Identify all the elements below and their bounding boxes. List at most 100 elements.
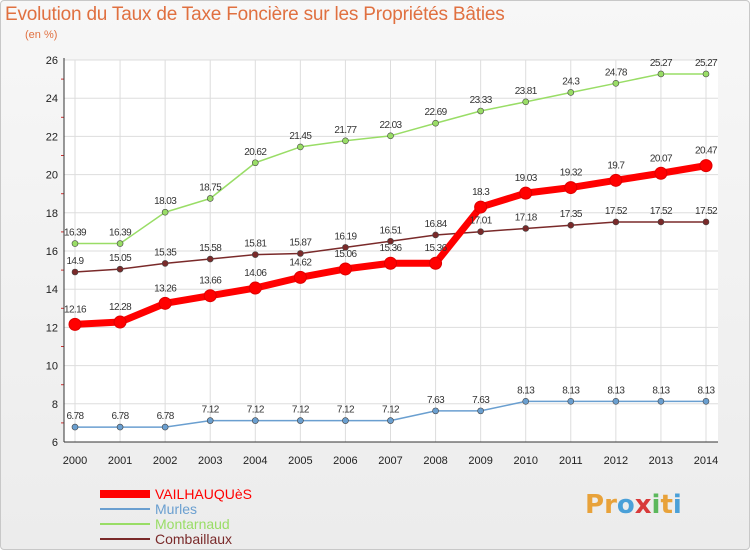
data-point [338,262,352,276]
data-point [474,200,488,214]
data-label: 16.84 [425,219,448,230]
data-point [702,218,710,226]
data-point [293,270,307,284]
data-point [384,256,397,270]
data-point [158,296,172,310]
data-point [71,423,79,431]
axes: 6 8 10 12 14 16 18 20 22 24 26 2000 2001 2002 2003 2004… [46,55,718,467]
logo-letter: x [634,490,652,520]
data-point [567,89,575,96]
data-point [251,251,259,258]
x-tick-label: 2000 [63,455,87,467]
logo-letter: i [651,490,661,520]
data-point [68,317,82,331]
data-label: 8.13 [607,385,625,396]
data-label: 20.07 [650,153,673,164]
data-point [71,268,79,276]
x-tick-label: 2006 [333,455,357,467]
x-tick-label: 2008 [423,455,447,467]
data-point [297,417,304,424]
data-point [71,240,79,247]
data-label: 19.7 [607,160,625,171]
data-label: 15.58 [199,243,222,254]
data-label: 18.03 [154,196,177,207]
data-label: 24.3 [562,76,580,87]
data-point [699,159,713,173]
data-label: 7.63 [427,395,445,406]
data-label: 15.36 [425,243,448,254]
data-point [522,225,530,232]
data-label: 17.52 [605,206,628,217]
legend-label: Montarnaud [155,516,230,532]
data-point [702,70,710,78]
y-tick-label: 20 [46,170,58,182]
data-label: 22.03 [379,120,402,131]
data-point [654,166,668,180]
data-label: 18.75 [199,182,222,193]
data-label: 17.01 [470,216,493,227]
data-point [206,255,214,263]
data-label: 6.78 [157,411,175,422]
data-point [657,218,665,226]
data-point [612,218,620,226]
x-tick-label: 2010 [513,455,537,467]
x-tick-label: 2002 [153,455,177,467]
x-tick-label: 2007 [378,455,402,467]
y-tick-label: 26 [46,55,58,67]
data-label: 14.9 [66,256,84,267]
y-tick-label: 24 [46,93,58,105]
x-tick-label: 2011 [559,455,583,467]
x-tick-label: 2013 [649,455,673,467]
x-tick-label: 2003 [198,455,222,467]
y-tick-label: 14 [46,284,58,296]
data-point [519,186,533,200]
data-point [342,137,349,145]
x-tick-label: 2014 [694,455,718,467]
data-label: 16.51 [379,225,402,236]
data-label: 22.69 [425,107,448,118]
y-tick-label: 18 [46,208,58,220]
data-point [429,256,443,270]
data-point [161,260,169,267]
data-labels: 6.78 6.78 6.78 7.12 7.12 7.12 7.12 7.12 7.63 7.63… [64,58,719,422]
data-label: 13.26 [154,283,177,294]
data-point [387,132,394,140]
logo-letter: o [616,490,635,520]
data-label: 13.66 [199,276,222,287]
data-point [387,417,394,424]
grid [64,59,718,443]
data-label: 8.13 [517,385,535,396]
data-point [522,398,530,405]
data-point [297,143,304,151]
series-lines [68,70,713,431]
data-point [432,407,439,415]
data-point [248,281,262,295]
data-point [116,423,124,431]
data-point [251,159,259,167]
data-label: 25.27 [650,58,673,69]
logo-letter: t [660,490,673,520]
data-point [609,173,623,187]
data-label: 20.47 [695,146,718,157]
data-point [206,417,214,424]
data-point [657,70,665,78]
data-label: 15.06 [334,249,357,260]
data-point [203,289,217,303]
legend-label: Combaillaux [155,531,232,547]
chart-subtitle: (en %) [25,29,58,41]
chart-title: Evolution du Taux de Taxe Foncière sur l… [5,4,505,25]
y-tick-label: 8 [52,399,58,411]
data-label: 7.12 [247,405,265,416]
x-tick-label: 2012 [604,455,628,467]
data-label: 18.3 [472,187,490,198]
x-tick-label: 2005 [288,455,312,467]
logo-letter: r [604,490,617,520]
data-label: 17.35 [560,209,583,220]
data-point [161,208,169,216]
x-tick-label: 2001 [108,455,132,467]
data-point [342,417,349,424]
data-label: 7.12 [382,405,400,416]
data-point [387,237,394,245]
